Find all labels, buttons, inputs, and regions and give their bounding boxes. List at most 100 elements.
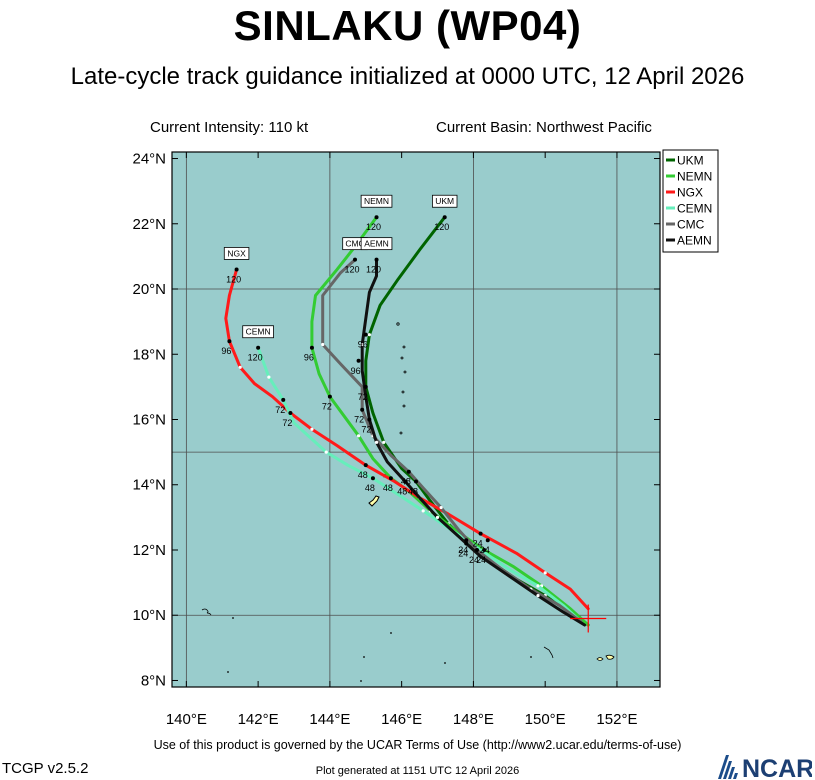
plot-generated-timestamp: Plot generated at 1151 UTC 12 April 2026: [315, 765, 520, 777]
x-tick-label: 146°E: [381, 711, 422, 728]
forecast-point-cmc: [406, 469, 411, 474]
forecast-hour-label: 120: [344, 265, 359, 275]
current-basin-label: Current Basin: Northwest Pacific: [436, 119, 652, 136]
islet: [360, 680, 362, 682]
forecast-hour-label: 96: [351, 366, 361, 376]
forecast-point-cemn: [256, 345, 261, 350]
track-end-label-ngx: NGX: [227, 248, 246, 258]
forecast-hour-label: 120: [434, 222, 449, 232]
forecast-hour-label: 48: [383, 483, 393, 493]
forecast-point-nemn: [482, 547, 487, 552]
forecast-hour-label: 24: [476, 555, 486, 565]
y-tick-label: 10°N: [132, 607, 166, 624]
track-point-nemn: [356, 434, 361, 438]
y-tick-label: 18°N: [132, 346, 166, 363]
version-label: TCGP v2.5.2: [2, 760, 89, 777]
current-intensity-label: Current Intensity: 110 kt: [150, 119, 309, 136]
islet: [400, 356, 404, 360]
forecast-point-cemn: [370, 476, 375, 481]
forecast-point-ngx: [363, 463, 368, 468]
ncar-logo-mark: [718, 755, 738, 779]
forecast-hour-label: 72: [322, 402, 332, 412]
islet: [227, 671, 229, 673]
y-tick-label: 8°N: [141, 672, 166, 689]
forecast-hour-label: 96: [221, 346, 231, 356]
track-point-aemn: [435, 515, 440, 519]
forecast-point-ukm: [464, 538, 469, 543]
initial-position-marker: [570, 604, 607, 633]
legend-label: CMC: [677, 218, 705, 232]
track-point-cemn: [536, 584, 540, 588]
forecast-point-cemn: [281, 397, 286, 402]
legend-box: [662, 149, 719, 253]
track-end-label-nemn: NEMN: [364, 196, 389, 206]
pohnpei-island: [596, 654, 615, 661]
forecast-point-nemn: [327, 394, 332, 399]
x-tick-label: 152°E: [596, 711, 637, 728]
forecast-hour-label: 24: [473, 539, 483, 549]
axis-ticks: 140°E 142°E 144°E 146°E 148°E 150°E 152°E 8°N 10…: [132, 151, 660, 728]
x-tick-label: 140°E: [166, 711, 207, 728]
forecast-hour-label: 96: [304, 353, 314, 363]
legend-label: AEMN: [677, 234, 712, 248]
ncar-logo-text: NCAR: [742, 755, 812, 780]
track-point-cmc: [439, 505, 443, 510]
forecast-point-ngx: [478, 531, 483, 536]
guam-island: [368, 495, 380, 507]
legend-label: CEMN: [677, 202, 712, 216]
forecast-hour-label: 120: [366, 265, 381, 275]
chuuk-atoll: [543, 646, 554, 659]
islet: [399, 431, 403, 435]
x-tick-label: 142°E: [238, 711, 279, 728]
forecast-point-ukm: [414, 479, 418, 484]
forecast-point-nemn: [388, 476, 393, 481]
track-nemn: [310, 215, 590, 627]
islet: [401, 390, 405, 394]
forecast-hour-label: 72: [282, 418, 292, 428]
forecast-hour-label: 48: [365, 483, 375, 493]
forecast-point-ukm: [442, 215, 447, 220]
forecast-point-aemn: [464, 541, 469, 546]
forecast-point-aemn: [356, 358, 361, 363]
track-point-cemn: [324, 450, 328, 454]
forecast-point-cmc: [360, 407, 365, 412]
islet: [363, 656, 365, 658]
forecast-point-ngx: [227, 339, 232, 344]
track-point-aemn: [360, 342, 364, 347]
islet: [530, 656, 532, 658]
islet: [444, 662, 446, 664]
track-end-label-cemn: CEMN: [246, 327, 271, 337]
forecast-point-ngx: [234, 267, 239, 272]
forecast-hour-label: 48: [408, 486, 418, 496]
track-end-box-aemn: [360, 237, 393, 251]
y-tick-label: 14°N: [132, 477, 166, 494]
islet: [402, 404, 406, 408]
forecast-point-aemn: [374, 257, 379, 262]
y-tick-label: 24°N: [132, 151, 166, 168]
terms-of-use-notice: Use of this product is governed by the U…: [153, 738, 682, 752]
y-tick-label: 22°N: [132, 216, 166, 233]
track-end-box-ukm: [432, 194, 458, 208]
forecast-hour-label: 96: [358, 340, 368, 350]
forecast-hour-label: 24: [469, 555, 479, 565]
forecast-hour-label: 72: [275, 405, 285, 415]
forecast-hour-label: 24: [458, 545, 468, 555]
chart-title: SINLAKU (WP04): [233, 2, 582, 49]
forecast-hour-label: 72: [358, 392, 368, 402]
islet: [390, 632, 392, 634]
forecast-hour-label: 120: [366, 222, 381, 232]
forecast-tracks: [224, 215, 590, 627]
track-point-cemn: [421, 509, 425, 513]
x-tick-label: 148°E: [453, 711, 494, 728]
forecast-point-aemn: [367, 417, 372, 422]
track-end-box-cemn: [242, 325, 274, 339]
track-end-box-ngx: [223, 247, 250, 260]
chart-subtitle: Late-cycle track guidance initialized at…: [70, 63, 745, 90]
islet: [403, 370, 407, 374]
islet: [232, 617, 234, 619]
track-point-cemn: [267, 375, 271, 379]
ncar-logo: NCAR: [718, 755, 812, 780]
track-point-ngx: [238, 365, 242, 369]
forecast-point-cemn: [485, 538, 490, 543]
